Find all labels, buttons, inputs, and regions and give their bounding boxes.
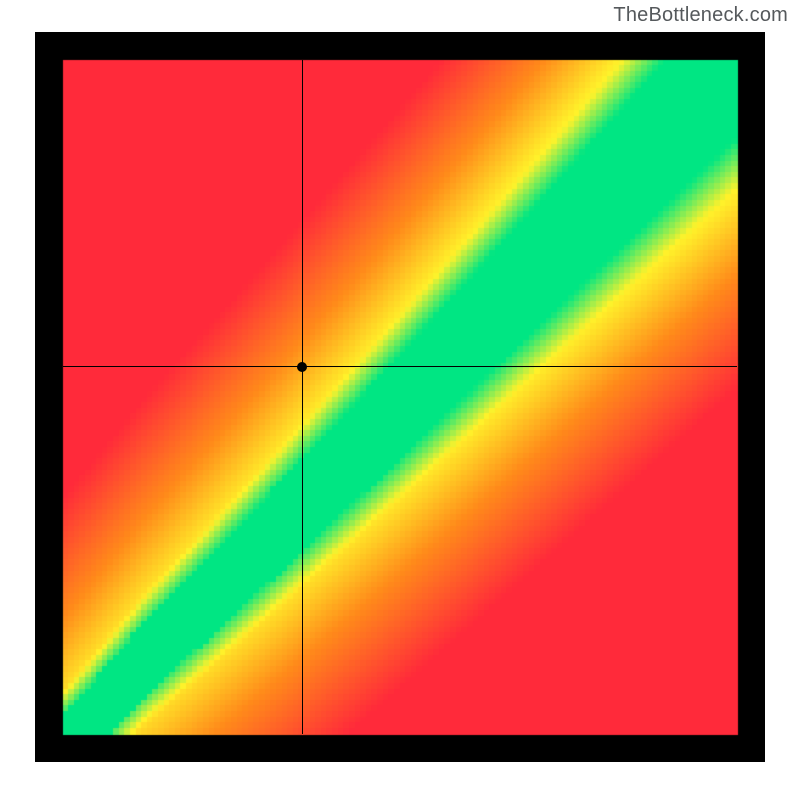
marker-point: [297, 362, 307, 372]
crosshair-horizontal: [63, 366, 737, 367]
crosshair-vertical: [302, 60, 303, 734]
heatmap-canvas: [35, 32, 765, 762]
plot-frame: [35, 32, 765, 762]
chart-container: TheBottleneck.com: [0, 0, 800, 800]
watermark-text: TheBottleneck.com: [613, 4, 788, 27]
